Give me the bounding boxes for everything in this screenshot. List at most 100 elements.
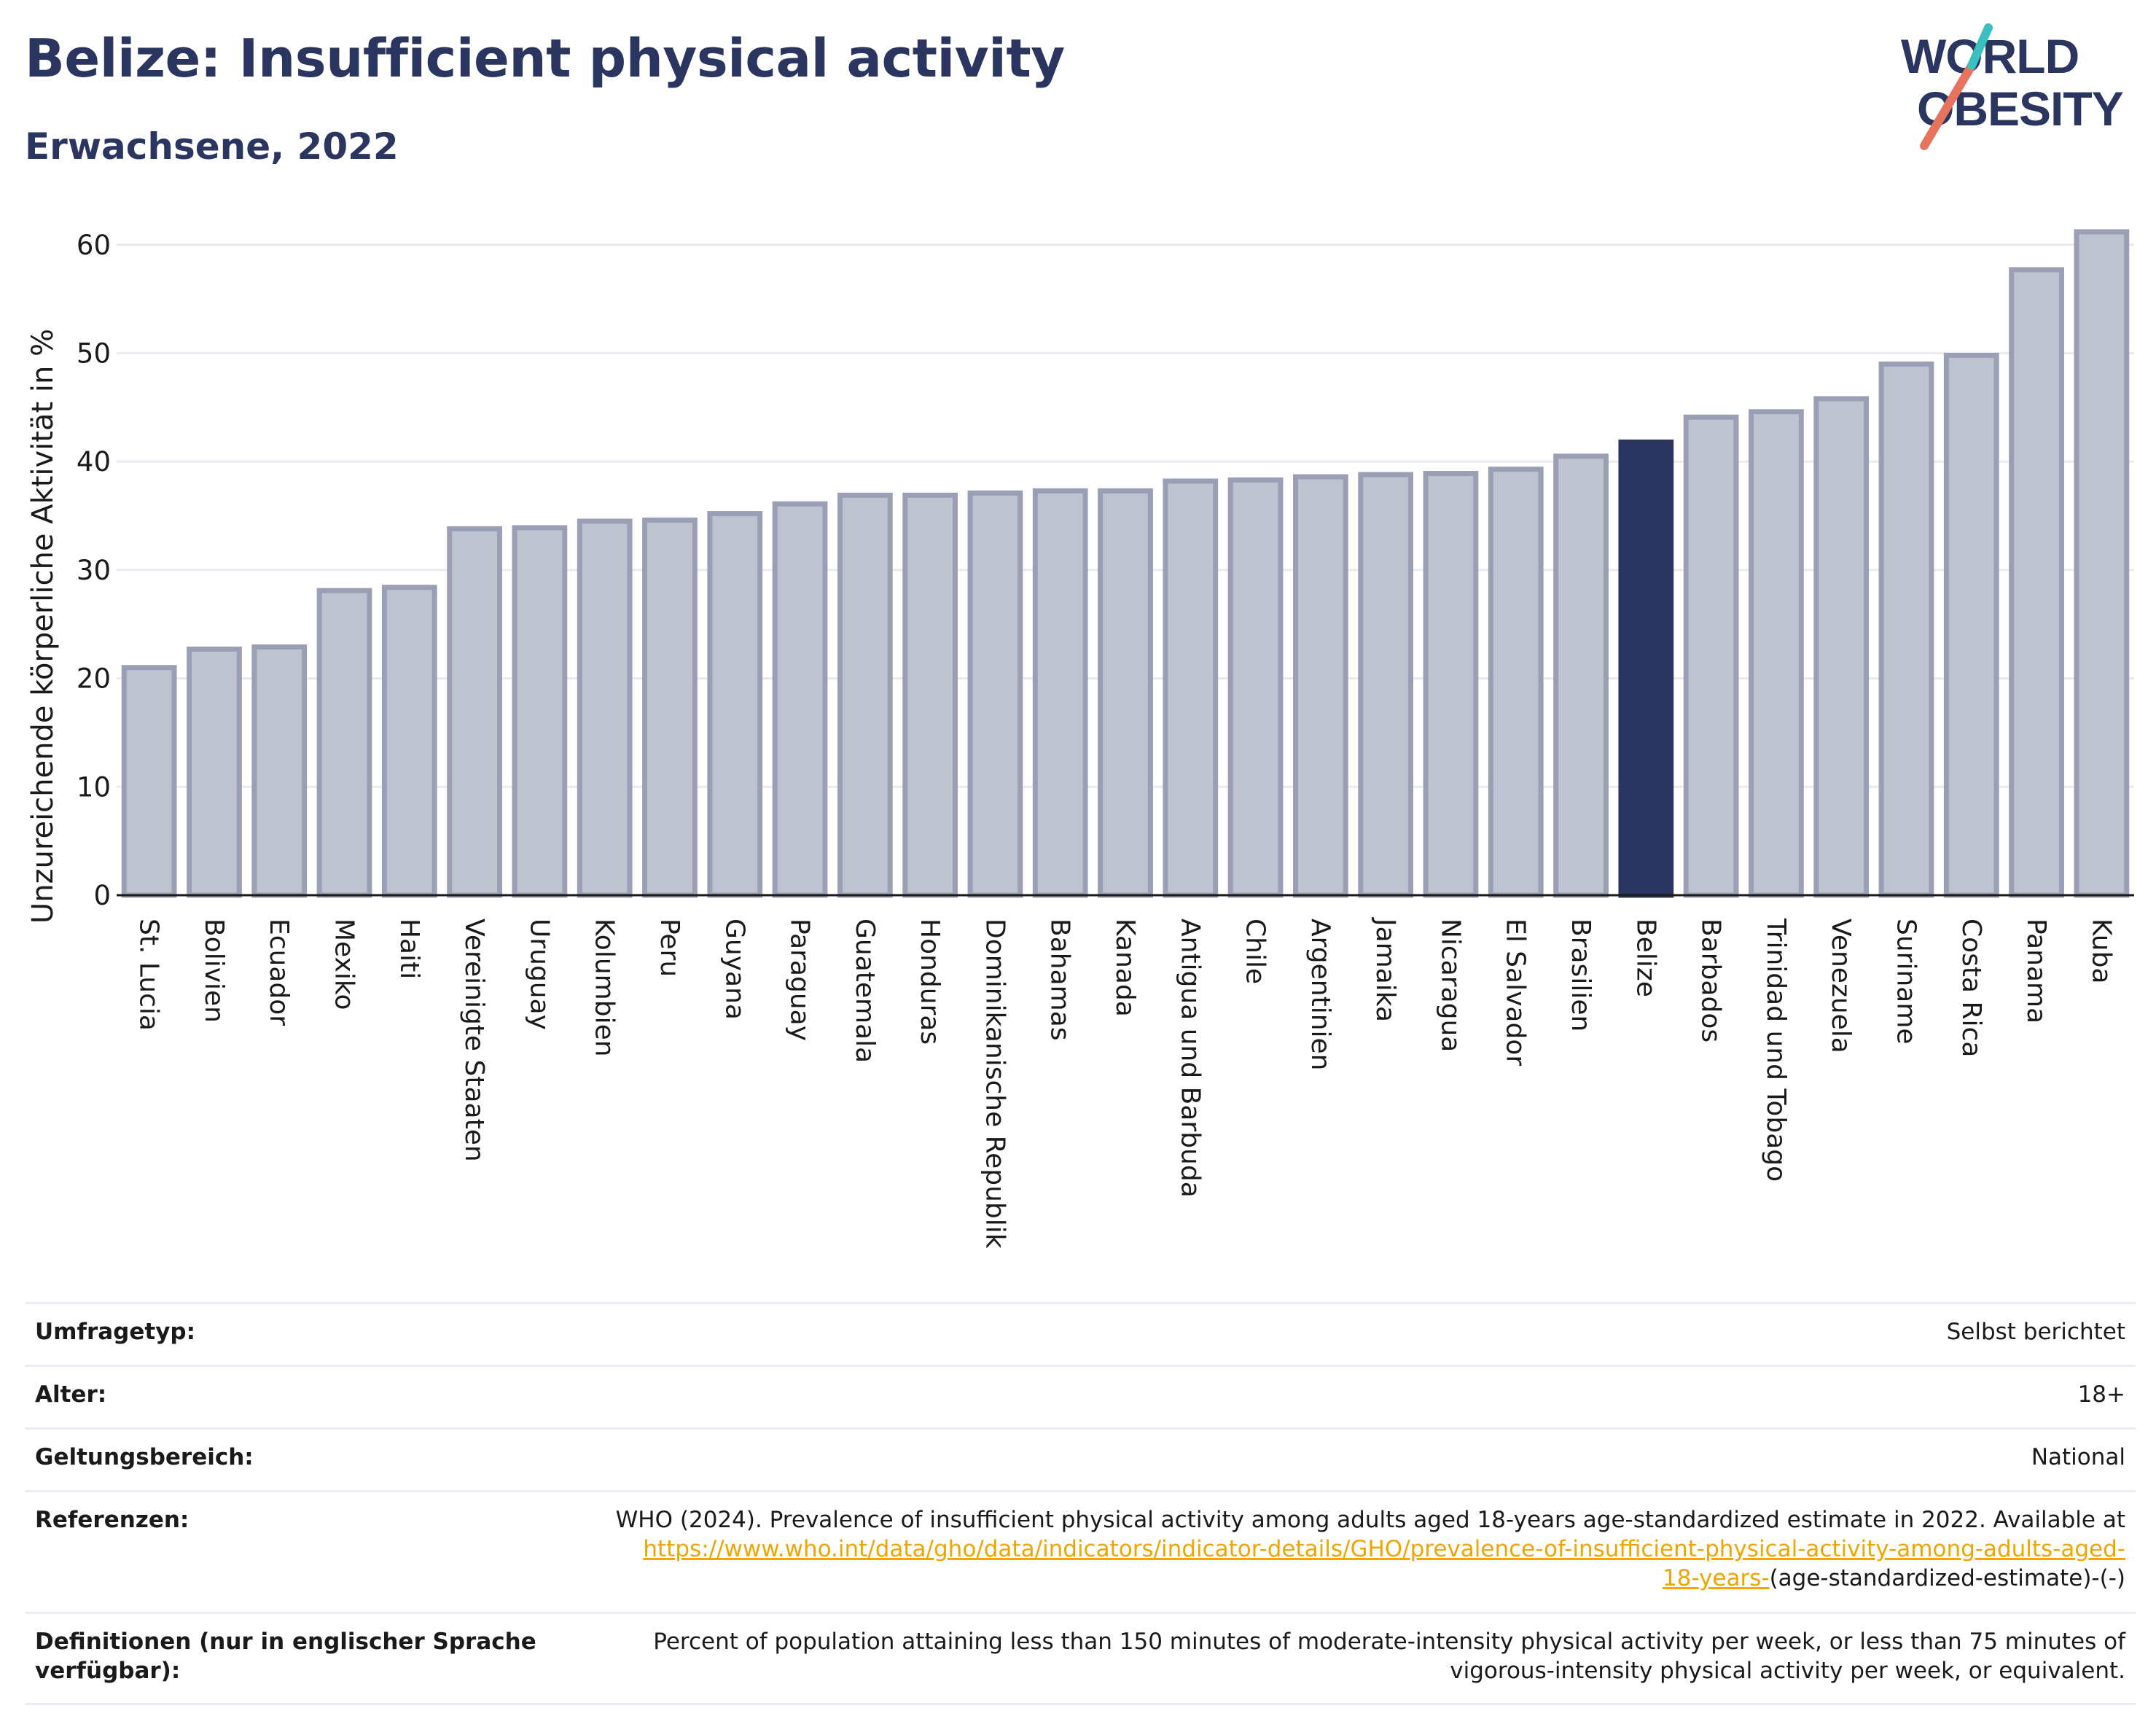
bar — [187, 646, 242, 898]
logo-slash-teal — [1967, 23, 1993, 70]
x-tick-label: Uruguay — [524, 919, 554, 1030]
bar — [1227, 477, 1284, 898]
bar-chart: 0 10 20 30 40 50 60 St. Lucia Bolivien Ecuador Me… — [26, 229, 2134, 1249]
y-tick-label: 10 — [77, 771, 111, 803]
scope-value: National — [589, 1427, 2136, 1492]
logo-text-world: WORLD — [1901, 29, 2079, 83]
x-tick-label: Costa Rica — [1956, 919, 1986, 1057]
x-tick-label: Guyana — [719, 919, 749, 1020]
x-tick-label: Belize — [1630, 919, 1660, 997]
bar — [1098, 488, 1153, 898]
y-tick-label: 0 — [93, 880, 111, 911]
bars — [121, 229, 2130, 898]
definitions-text-line1: Percent of population attaining less tha… — [653, 1629, 2125, 1655]
y-tick-label: 60 — [77, 230, 111, 261]
meta-row-age: Alter: 18+ — [25, 1365, 2136, 1430]
bar — [1553, 453, 1609, 898]
x-tick-label: Kolumbien — [590, 919, 620, 1057]
definitions-text-line2: vigorous-intensity physical activity per… — [1450, 1658, 2125, 1684]
x-tick-label: Paraguay — [785, 919, 815, 1041]
x-tick-label: Barbados — [1696, 919, 1726, 1042]
x-tick-label: Kuba — [2086, 919, 2116, 984]
y-tick-label: 50 — [77, 338, 111, 370]
x-tick-label: Ecuador — [264, 919, 294, 1026]
x-tick-label: Venezuela — [1826, 919, 1856, 1053]
bar — [512, 525, 568, 898]
bar — [1358, 472, 1414, 898]
chart-subtitle: Erwachsene, 2022 — [25, 125, 399, 168]
meta-row-references: Referenzen: WHO (2024). Prevalence of in… — [25, 1490, 2136, 1614]
bar — [967, 490, 1023, 898]
logo-text-obesity: OBESITY — [1917, 82, 2123, 136]
references-value: WHO (2024). Prevalence of insufficient p… — [589, 1490, 2136, 1614]
age-label: Alter: — [25, 1365, 589, 1430]
survey-type-label: Umfragetyp: — [25, 1302, 589, 1367]
x-tick-label: Jamaika — [1370, 917, 1400, 1022]
x-tick-label: Guatemala — [850, 919, 880, 1063]
bar — [381, 585, 437, 898]
x-tick-label: Antigua und Barbuda — [1175, 919, 1205, 1198]
bar — [642, 517, 698, 898]
x-tick-label: Nicaragua — [1435, 919, 1465, 1052]
world-obesity-logo: WORLD OBESITY — [1901, 23, 2124, 150]
bar — [1488, 467, 1544, 898]
x-tick-label: Kanada — [1110, 919, 1140, 1017]
x-tick-label: Chile — [1241, 919, 1270, 984]
x-tick-label: Trinidad und Tobago — [1761, 918, 1791, 1182]
x-tick-label: Vereinigte Staaten — [459, 919, 489, 1162]
bar-highlighted — [1618, 439, 1674, 898]
references-label: Referenzen: — [25, 1490, 589, 1614]
logo-slash-orange — [1920, 61, 1976, 150]
bar — [316, 588, 372, 898]
x-tick-label: Bolivien — [199, 919, 229, 1023]
bar — [1032, 488, 1088, 898]
y-axis-label: Unzureichende körperliche Aktivität in % — [26, 329, 60, 924]
meta-row-survey: Umfragetyp: Selbst berichtet — [25, 1302, 2136, 1367]
bar — [2074, 229, 2130, 898]
bar — [902, 492, 958, 898]
x-tick-label: Mexiko — [329, 919, 359, 1010]
definitions-value: Percent of population attaining less tha… — [589, 1612, 2136, 1705]
x-tick-label: Suriname — [1891, 919, 1921, 1045]
x-tick-label: Dominikanische Republik — [980, 919, 1009, 1249]
x-tick-label: El Salvador — [1501, 919, 1531, 1066]
reference-link-cont[interactable]: 18-years- — [1662, 1565, 1770, 1591]
y-tick-label: 40 — [77, 446, 111, 477]
bar — [707, 511, 763, 898]
x-tick-label: Bahamas — [1045, 919, 1075, 1041]
metadata-table: Umfragetyp: Selbst berichtet Alter: 18+ … — [25, 1302, 2136, 1705]
x-tick-label: Peru — [655, 919, 684, 977]
references-text: WHO (2024). Prevalence of insufficient p… — [615, 1507, 2125, 1533]
bar — [1878, 361, 1934, 898]
bar — [251, 644, 308, 898]
survey-type-value: Selbst berichtet — [589, 1302, 2136, 1367]
y-tick-label: 20 — [77, 663, 111, 695]
bar — [1749, 409, 1804, 898]
x-tick-label: St. Lucia — [134, 919, 164, 1031]
age-value: 18+ — [589, 1365, 2136, 1430]
y-tick-label: 30 — [77, 555, 111, 586]
definitions-label-line2: verfügbar): — [35, 1658, 181, 1684]
bar — [121, 665, 177, 898]
bar — [837, 492, 893, 898]
definitions-label: Definitionen (nur in englischer Sprache … — [25, 1612, 589, 1705]
scope-label: Geltungsbereich: — [25, 1427, 589, 1492]
x-tick-label: Argentinien — [1305, 919, 1335, 1071]
bar — [447, 526, 502, 898]
bar — [772, 501, 828, 898]
bar — [1423, 471, 1479, 898]
bar — [1813, 396, 1870, 898]
bar — [2009, 267, 2064, 898]
x-tick-label: Haiti — [394, 919, 424, 979]
bar — [1943, 352, 1999, 898]
x-tick-label: Honduras — [915, 919, 945, 1045]
x-tick-label: Panama — [2021, 919, 2051, 1024]
bar — [1163, 478, 1219, 898]
bar — [1292, 474, 1348, 898]
y-axis-ticks: 0 10 20 30 40 50 60 — [77, 230, 111, 911]
x-axis-ticks: St. Lucia Bolivien Ecuador Mexiko Haiti Verei… — [134, 917, 2117, 1249]
reference-link[interactable]: https://www.who.int/data/gho/data/indica… — [643, 1536, 2125, 1562]
bar — [577, 518, 633, 898]
bar — [1683, 414, 1739, 898]
meta-row-scope: Geltungsbereich: National — [25, 1427, 2136, 1492]
